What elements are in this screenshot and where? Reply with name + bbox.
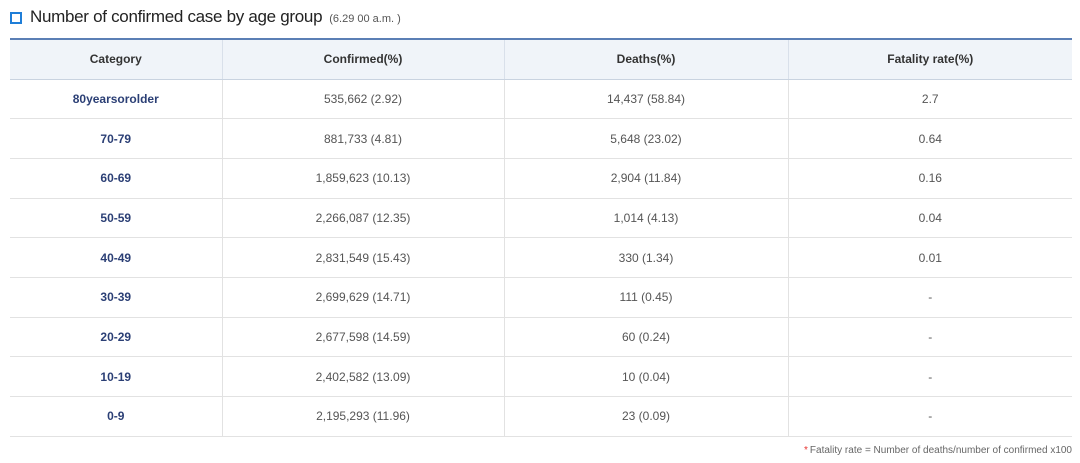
timestamp-note: (6.29 00 a.m. ) bbox=[329, 13, 401, 25]
cell-deaths: 111 (0.45) bbox=[503, 277, 788, 318]
cell-confirmed: 2,402,582 (13.09) bbox=[221, 356, 504, 397]
cell-confirmed: 535,662 (2.92) bbox=[221, 79, 504, 120]
cell-confirmed: 881,733 (4.81) bbox=[221, 118, 504, 159]
column-header-category: Category bbox=[10, 38, 222, 80]
cell-deaths: 14,437 (58.84) bbox=[503, 79, 788, 120]
column-header-confirmed: Confirmed(%) bbox=[221, 38, 504, 80]
cell-fatality-rate: - bbox=[787, 277, 1072, 318]
cell-fatality-rate: 0.04 bbox=[787, 198, 1072, 239]
table-row: 0-9 2,195,293 (11.96) 23 (0.09) - bbox=[10, 396, 1072, 437]
column-header-fatality-rate: Fatality rate(%) bbox=[787, 38, 1072, 80]
table-row: 80yearsorolder 535,662 (2.92) 14,437 (58… bbox=[10, 79, 1072, 120]
footnote-marker: * bbox=[804, 445, 808, 456]
cell-deaths: 1,014 (4.13) bbox=[503, 198, 788, 239]
table-row: 40-49 2,831,549 (15.43) 330 (1.34) 0.01 bbox=[10, 237, 1072, 278]
table-row: 50-59 2,266,087 (12.35) 1,014 (4.13) 0.0… bbox=[10, 198, 1072, 239]
cell-category: 70-79 bbox=[10, 118, 222, 159]
cell-confirmed: 1,859,623 (10.13) bbox=[221, 158, 504, 199]
table-row: 20-29 2,677,598 (14.59) 60 (0.24) - bbox=[10, 317, 1072, 358]
cell-fatality-rate: 0.16 bbox=[787, 158, 1072, 199]
cell-fatality-rate: - bbox=[787, 317, 1072, 358]
cell-category: 0-9 bbox=[10, 396, 222, 437]
table-row: 30-39 2,699,629 (14.71) 111 (0.45) - bbox=[10, 277, 1072, 318]
cell-category: 40-49 bbox=[10, 237, 222, 278]
cell-confirmed: 2,677,598 (14.59) bbox=[221, 317, 504, 358]
cell-confirmed: 2,266,087 (12.35) bbox=[221, 198, 504, 239]
cell-category: 30-39 bbox=[10, 277, 222, 318]
cell-deaths: 5,648 (23.02) bbox=[503, 118, 788, 159]
cell-confirmed: 2,699,629 (14.71) bbox=[221, 277, 504, 318]
cell-confirmed: 2,195,293 (11.96) bbox=[221, 396, 504, 437]
cell-fatality-rate: - bbox=[787, 396, 1072, 437]
cell-category: 20-29 bbox=[10, 317, 222, 358]
age-group-table: Category Confirmed(%) Deaths(%) Fatality… bbox=[10, 38, 1072, 437]
cell-deaths: 23 (0.09) bbox=[503, 396, 788, 437]
table-header-row: Category Confirmed(%) Deaths(%) Fatality… bbox=[10, 38, 1072, 80]
cell-category: 10-19 bbox=[10, 356, 222, 397]
section-title: Number of confirmed case by age group bbox=[30, 7, 323, 26]
age-group-table-container: Category Confirmed(%) Deaths(%) Fatality… bbox=[10, 38, 1072, 437]
cell-category: 50-59 bbox=[10, 198, 222, 239]
cell-category: 60-69 bbox=[10, 158, 222, 199]
cell-deaths: 60 (0.24) bbox=[503, 317, 788, 358]
cell-fatality-rate: 2.7 bbox=[787, 79, 1072, 120]
table-row: 70-79 881,733 (4.81) 5,648 (23.02) 0.64 bbox=[10, 118, 1072, 159]
fatality-rate-footnote: * Fatality rate = Number of deaths/number… bbox=[804, 445, 1072, 456]
table-row: 10-19 2,402,582 (13.09) 10 (0.04) - bbox=[10, 356, 1072, 397]
cell-confirmed: 2,831,549 (15.43) bbox=[221, 237, 504, 278]
footnote-text: Fatality rate = Number of deaths/number … bbox=[809, 445, 1072, 456]
square-bullet-icon bbox=[10, 11, 22, 24]
cell-category: 80yearsorolder bbox=[10, 79, 222, 120]
column-header-deaths: Deaths(%) bbox=[503, 38, 788, 80]
section-header: Number of confirmed case by age group (6… bbox=[10, 4, 401, 30]
cell-fatality-rate: - bbox=[787, 356, 1072, 397]
cell-deaths: 10 (0.04) bbox=[503, 356, 788, 397]
cell-fatality-rate: 0.01 bbox=[787, 237, 1072, 278]
table-row: 60-69 1,859,623 (10.13) 2,904 (11.84) 0.… bbox=[10, 158, 1072, 199]
cell-deaths: 2,904 (11.84) bbox=[503, 158, 788, 199]
cell-fatality-rate: 0.64 bbox=[787, 118, 1072, 159]
cell-deaths: 330 (1.34) bbox=[503, 237, 788, 278]
